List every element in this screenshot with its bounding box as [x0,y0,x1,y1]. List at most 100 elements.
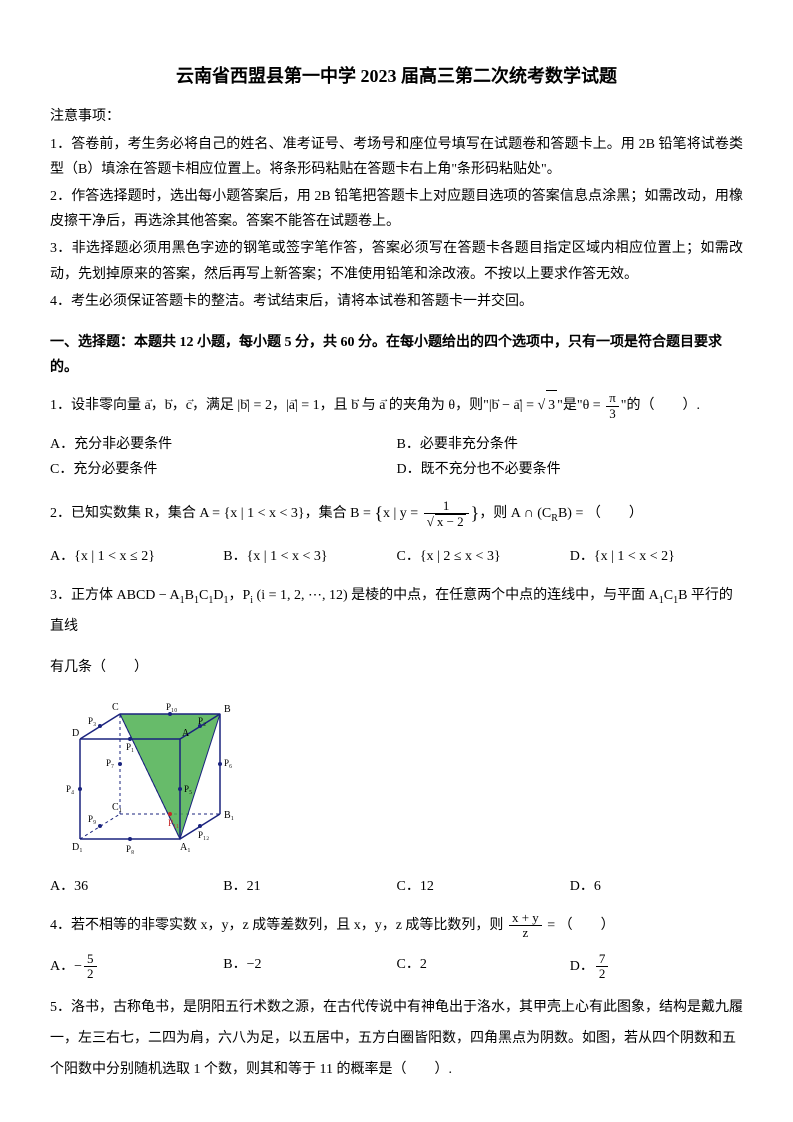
q2-opt-d: D．{x | 1 < x < 2} [570,544,743,569]
q2-sub-r: R [551,513,558,524]
q4-den: z [509,926,542,940]
vec-a: a [145,398,151,413]
question-2: 2．已知实数集 R，集合 A = {x | 1 < x < 3}，集合 B = … [50,494,743,534]
cube-figure-container: D₁ A₁ B₁ C₁ D A B C P₈ P₁₂ P₉ P₁₁ P₄ P₅ … [50,694,743,864]
svg-text:P₁₂: P₁₂ [198,830,209,840]
sqrt-3 [537,398,545,413]
q1-opt-d: D．既不充分也不必要条件 [397,457,744,482]
q1-opt-c: C．充分必要条件 [50,457,397,482]
q3-opt-a: A．36 [50,874,223,899]
q1-opt-b: B．必要非充分条件 [397,432,744,457]
svg-text:P₇: P₇ [106,758,114,768]
q3-opt-b: B．21 [223,874,396,899]
q3-opt-d: D．6 [570,874,743,899]
vec-b2: b [240,398,247,413]
svg-text:C: C [112,702,119,713]
svg-text:B: B [224,704,231,715]
q3-m: C [664,588,673,603]
q2-b: x | y = [383,506,422,521]
frac-den: 3 [606,407,619,421]
q3-a: 3．正方体 ABCD − A [50,588,180,603]
notice-2: 2．作答选择题时，选出每小题答案后，用 2B 铅笔把答题卡上对应题目选项的答案信… [50,184,743,234]
notice-3: 3．非选择题必须用黑色字迹的钢笔或签字笔作答，答案必须写在答题卡各题目指定区域内… [50,236,743,286]
q2-frac: 1x − 2 [424,499,469,530]
svg-text:P₉: P₉ [88,814,96,824]
q1-text-23: "的（ ）. [621,398,700,413]
svg-text:A₁: A₁ [180,842,191,853]
q1-text-20: "是"θ = [557,398,604,413]
cube-figure: D₁ A₁ B₁ C₁ D A B C P₈ P₁₂ P₉ P₁₁ P₄ P₅ … [50,694,250,864]
question-3: 3．正方体 ABCD − A1B1C1D1，Pi (i = 1, 2, ⋯, 1… [50,581,743,643]
q4-opt-d: D．72 [570,952,743,982]
q4-options: A．−52 B．−2 C．2 D．72 [50,952,743,982]
q2-g: B) = （ ） [558,506,643,521]
q1-text-0: 1．设非零向量 [50,398,145,413]
q2-e: ，则 A ∩ (C [479,506,551,521]
frac-pi-3: π3 [606,391,619,421]
q3-c: B [185,588,194,603]
q4-frac: x + yz [509,911,542,941]
q1-text-6: ，满足 | [192,398,240,413]
q3-i: ，P [228,588,250,603]
q2-sqrt: x − 2 [435,514,466,529]
q2-opt-b: B．{x | 1 < x < 3} [223,544,396,569]
svg-text:B₁: B₁ [224,810,234,821]
notice-4: 4．考生必须保证答题卡的整洁。考试结束后，请将本试卷和答题卡一并交回。 [50,289,743,314]
brace-l: { [374,503,383,523]
q3-e: C [199,588,208,603]
svg-text:D₁: D₁ [72,842,83,853]
frac-num: π [606,391,619,406]
vec-b4: b [492,398,499,413]
q1-options: A．充分非必要条件 B．必要非充分条件 C．充分必要条件 D．既不充分也不必要条… [50,432,743,482]
vec-a2: a [289,398,295,413]
q4a-den: 2 [84,967,97,981]
question-5: 5．洛书，古称龟书，是阴阳五行术数之源，在古代传说中有神龟出于洛水，其甲壳上心有… [50,993,743,1085]
vec-c: c [186,398,192,413]
q4-a: 4．若不相等的非零实数 x，y，z 成等差数列，且 x，y，z 成等比数列，则 [50,918,507,933]
question-1: 1．设非零向量 a，b，c，满足 |b| = 2，|a| = 1，且 b 与 a… [50,390,743,422]
q4-opt-b: B．−2 [223,952,396,982]
sqrt-3-val: 3 [546,390,557,422]
svg-text:P₂: P₂ [198,716,206,726]
svg-text:D: D [72,728,79,739]
q4d-pre: D． [570,959,594,974]
vec-b3: b [351,398,358,413]
q4a-num: 5 [84,952,97,967]
q2-num: 1 [424,499,469,514]
q4d-frac: 72 [596,952,609,982]
q3-g: D [213,588,223,603]
q2-options: A．{x | 1 < x ≤ 2} B．{x | 1 < x < 3} C．{x… [50,544,743,569]
vec-a4: a [514,398,520,413]
q3-opt-c: C．12 [397,874,570,899]
question-3b: 有几条（ ） [50,653,743,684]
q3-k: (i = 1, 2, ⋯, 12) 是棱的中点，在任意两个中点的连线中，与平面 … [253,588,659,603]
svg-text:P₃: P₃ [88,716,96,726]
svg-text:P₈: P₈ [126,844,134,854]
q2-opt-c: C．{x | 2 ≤ x < 3} [397,544,570,569]
q4-num: x + y [509,911,542,926]
q1-text-12: 与 [358,398,379,413]
svg-text:P₁: P₁ [126,742,134,752]
q1-text-10: | = 1，且 [295,398,351,413]
q4a-frac: 52 [84,952,97,982]
q2-rad [427,514,434,529]
vec-a3: a [379,398,385,413]
svg-text:P₄: P₄ [66,784,74,794]
q4-opt-c: C．2 [397,952,570,982]
q4-b: = （ ） [544,918,615,933]
page-title: 云南省西盟县第一中学 2023 届高三第二次统考数学试题 [50,60,743,92]
q1-text-8: | = 2，| [247,398,289,413]
q4-opt-a: A．−52 [50,952,223,982]
q1-opt-a: A．充分非必要条件 [50,432,397,457]
q4a-pre: A．− [50,959,82,974]
q4d-den: 2 [596,967,609,981]
svg-text:A: A [182,728,190,739]
svg-text:P₅: P₅ [184,784,192,794]
svg-text:P₁₁: P₁₁ [168,818,179,828]
q2-den: x − 2 [424,514,469,529]
section-1-header: 一、选择题：本题共 12 小题，每小题 5 分，共 60 分。在每小题给出的四个… [50,330,743,380]
vec-b: b [165,398,172,413]
q3-options: A．36 B．21 C．12 D．6 [50,874,743,899]
question-4: 4．若不相等的非零实数 x，y，z 成等差数列，且 x，y，z 成等比数列，则 … [50,911,743,942]
notice-header: 注意事项： [50,104,743,129]
